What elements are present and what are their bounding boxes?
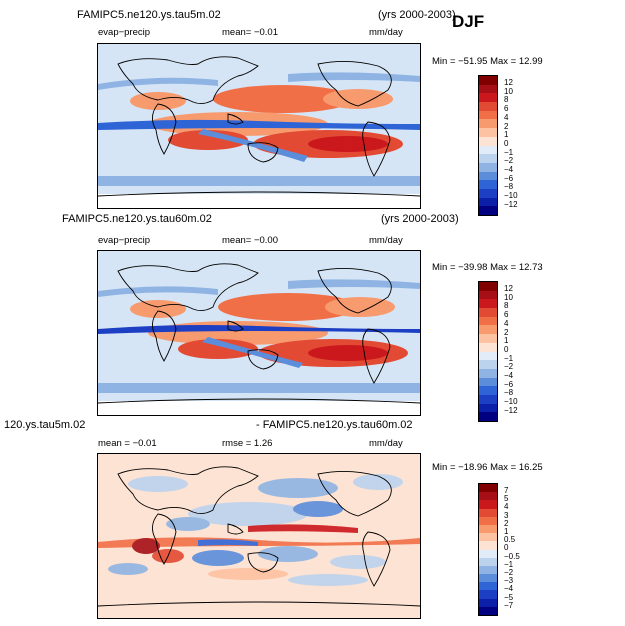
panel2-mean: mean= −0.00: [222, 235, 278, 246]
panel2-title-left: FAMIPC5.ne120.ys.tau60m.02: [62, 213, 212, 225]
panel3-colorbar: [478, 483, 498, 616]
panel2-colorbar: [478, 281, 498, 422]
panel1-min-max: Min = −51.95 Max = 12.99: [432, 56, 543, 67]
panel3-units: mm/day: [369, 438, 403, 449]
panel1-title-right: (yrs 2000-2003): [378, 9, 456, 21]
panel3-title-right: - FAMIPC5.ne120.ys.tau60m.02: [256, 419, 413, 431]
panel1-map: [97, 43, 421, 209]
panel2-units: mm/day: [369, 235, 403, 246]
panel1-mean: mean= −0.01: [222, 27, 278, 38]
panel3-mean: mean = −0.01: [98, 438, 157, 449]
season-label: DJF: [452, 12, 485, 31]
panel1-units: mm/day: [369, 27, 403, 38]
panel3-min-max: Min = −18.96 Max = 16.25: [432, 462, 543, 473]
panel1-colorbar: [478, 75, 498, 216]
panel1-variable: evap−precip: [98, 27, 151, 38]
panel2-min-max: Min = −39.98 Max = 12.73: [432, 262, 543, 273]
panel2-title-right: (yrs 2000-2003): [381, 213, 459, 225]
panel2-variable: evap−precip: [98, 235, 151, 246]
panel3-rmse: rmse = 1.26: [222, 438, 273, 449]
panel3-map: [97, 453, 421, 619]
panel1-title-left: FAMIPC5.ne120.ys.tau5m.02: [77, 9, 221, 21]
panel3-title-left: 120.ys.tau5m.02: [4, 419, 86, 431]
panel2-map: [97, 250, 421, 416]
